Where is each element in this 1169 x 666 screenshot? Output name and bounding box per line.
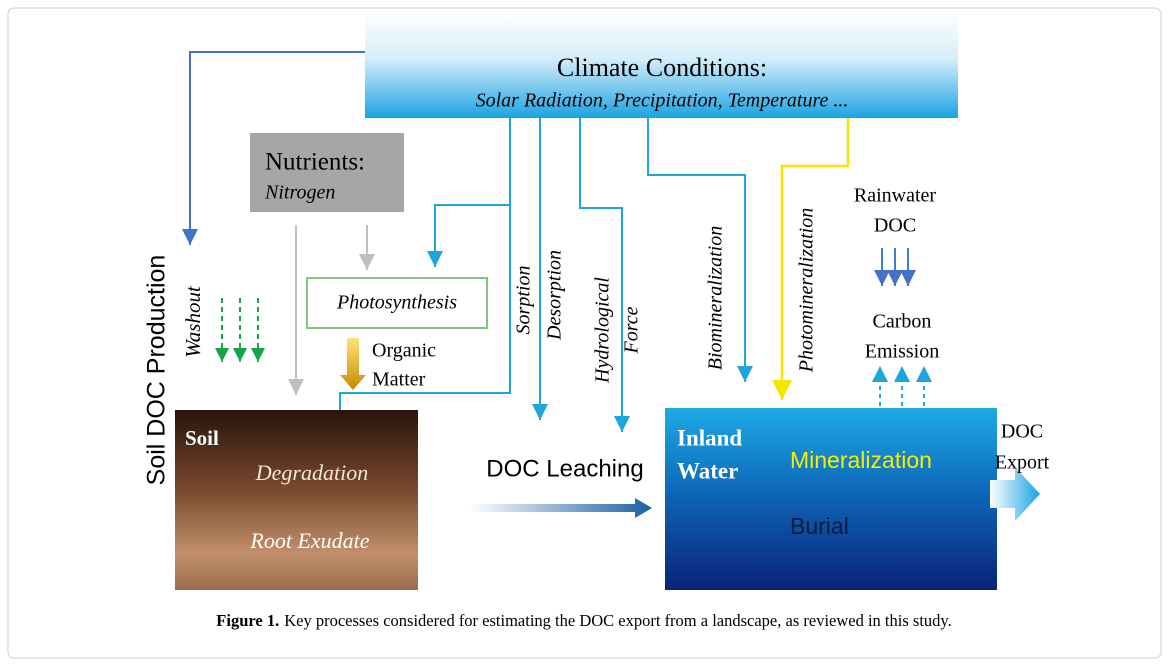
nutrients-subtitle: Nitrogen (264, 182, 335, 204)
emission-label: Emission (865, 341, 939, 363)
organic-label: Matter (372, 369, 426, 391)
flux-label: Desorption (544, 250, 566, 341)
flux-label: Biomineralization (705, 226, 727, 370)
soil-title: Soil (185, 426, 219, 450)
photosynthesis-arrow (435, 205, 510, 267)
washout-arrows (222, 298, 258, 362)
figure: Climate Conditions: Solar Radiation, Pre… (0, 0, 1169, 666)
caption-text: Key processes considered for estimating … (284, 611, 951, 630)
water-title: Water (677, 458, 738, 483)
soil-process: Degradation (255, 460, 368, 485)
water-title: Inland (677, 425, 742, 450)
soil-process: Root Exudate (249, 528, 369, 553)
organic-label: Organic (372, 340, 436, 362)
leaching-arrow (470, 498, 652, 518)
climate-title: Climate Conditions: (557, 53, 767, 82)
rain-arrows (882, 248, 908, 286)
emission-label: Carbon (873, 311, 932, 333)
side-label: Soil DOC Production (143, 255, 171, 486)
biomineralization-arrow (648, 118, 745, 382)
caption: Figure 1. Key processes considered for es… (216, 611, 951, 630)
washout-label: Washout (181, 285, 205, 358)
rain-label: DOC (874, 215, 916, 237)
caption-label: Figure 1. (216, 611, 279, 630)
export-label: Export (995, 452, 1050, 474)
climate-subtitle: Solar Radiation, Precipitation, Temperat… (476, 90, 849, 112)
flux-label: Force (621, 306, 643, 354)
export-arrow (990, 467, 1040, 521)
water-process: Mineralization (790, 447, 932, 473)
water-process: Burial (790, 513, 849, 539)
emission-arrows (880, 366, 924, 406)
organic-arrow (340, 338, 366, 390)
rain-label: Rainwater (854, 185, 937, 207)
hydrological-arrow (580, 118, 622, 432)
leaching-label: DOC Leaching (486, 455, 643, 482)
flux-label: Hydrological (592, 277, 614, 384)
flux-label: Photomineralization (796, 208, 818, 373)
export-label: DOC (1001, 421, 1043, 443)
nutrients-title: Nutrients: (265, 149, 365, 176)
flux-label: Sorption (513, 266, 535, 335)
photosynthesis-label: Photosynthesis (336, 292, 457, 314)
